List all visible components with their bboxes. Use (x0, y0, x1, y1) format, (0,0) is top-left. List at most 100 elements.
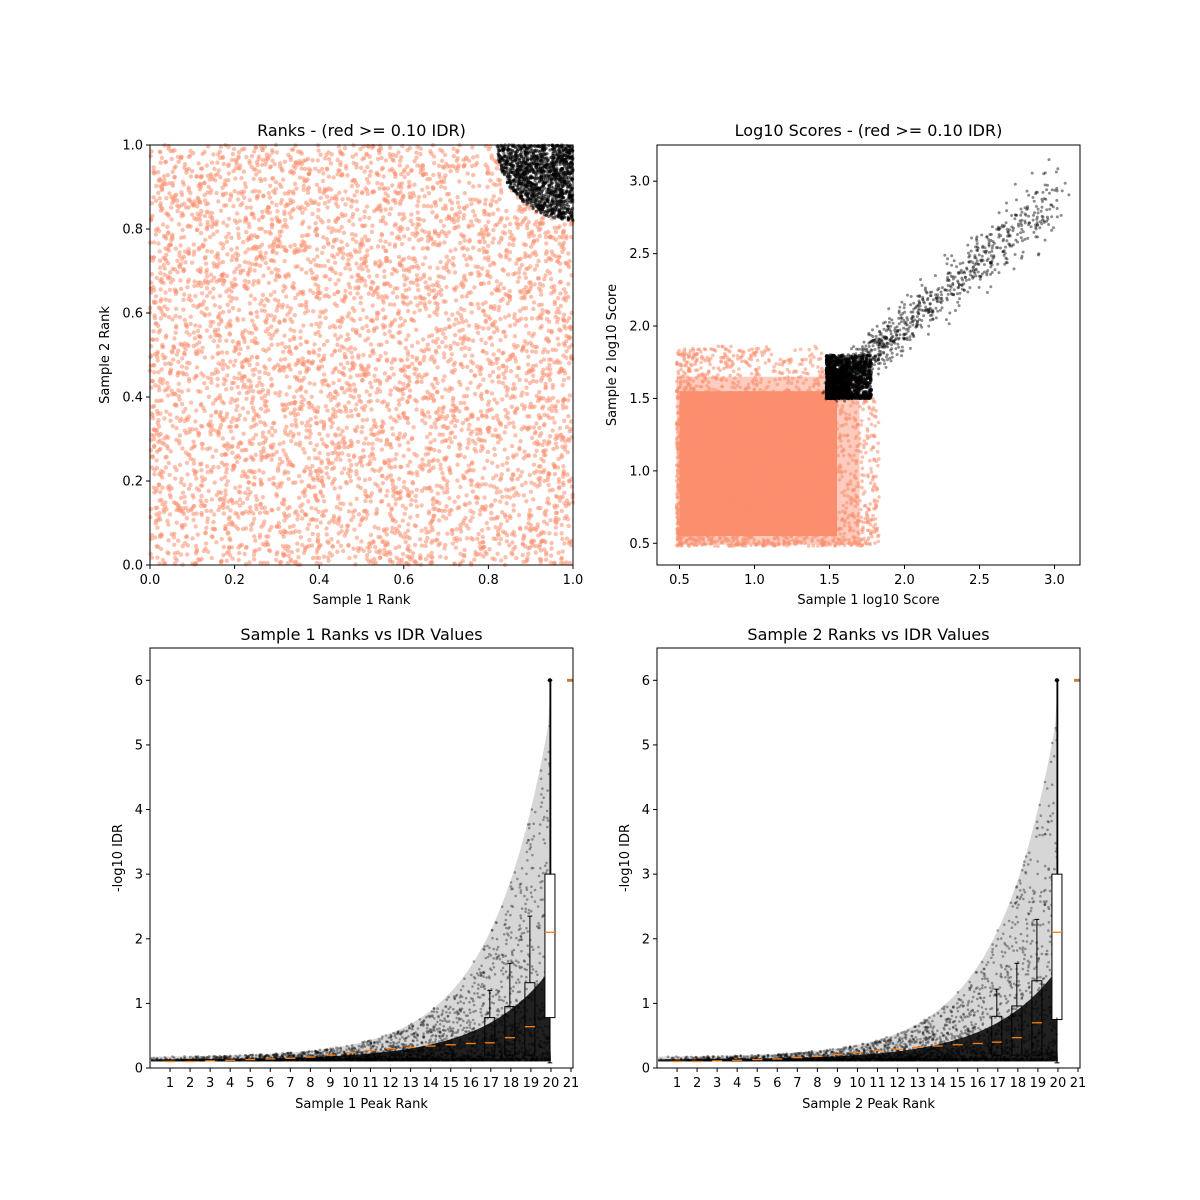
fail-point (424, 530, 429, 535)
fail-point (269, 200, 275, 205)
fail-point (274, 308, 279, 313)
fail-point (229, 289, 234, 294)
fail-point (198, 483, 204, 488)
fail-point (299, 508, 305, 514)
fail-point (155, 226, 160, 231)
fail-point (159, 155, 165, 161)
fail-point (192, 336, 198, 341)
fail-point (193, 524, 198, 529)
fail-point (420, 467, 425, 472)
fail-point (306, 166, 312, 172)
fail-point (517, 289, 523, 294)
fail-point (327, 266, 333, 272)
fail-point (435, 329, 440, 334)
fail-point (310, 211, 315, 217)
fail-point (167, 472, 172, 478)
fail-point (292, 181, 298, 187)
fail-point (368, 380, 373, 386)
fail-point (182, 500, 187, 505)
fail-point (523, 323, 529, 328)
fail-point (218, 410, 223, 415)
fail-point (307, 435, 312, 440)
fail-point (460, 559, 465, 564)
fail-point (285, 458, 291, 463)
fail-point (333, 414, 338, 419)
fail-point (192, 279, 197, 284)
fail-point (274, 150, 279, 155)
fail-point (348, 408, 354, 414)
fail-point (517, 266, 522, 271)
fail-point (249, 400, 254, 406)
fail-point (393, 501, 398, 507)
fail-point (376, 342, 382, 348)
fail-point (164, 333, 169, 338)
fail-point (224, 324, 229, 330)
fail-point (397, 491, 402, 496)
fail-point (381, 421, 386, 426)
fail-point (176, 381, 181, 386)
fail-point (319, 166, 325, 172)
fail-point (269, 525, 274, 530)
fail-point (444, 233, 449, 239)
fail-point (299, 394, 304, 399)
fail-point (170, 183, 176, 188)
fail-point (172, 336, 177, 341)
fail-point (219, 460, 224, 465)
fail-point (318, 389, 324, 394)
fail-point (198, 174, 203, 179)
fail-point (321, 342, 327, 347)
fail-point (522, 271, 527, 276)
fail-point (553, 347, 559, 353)
fail-point (211, 464, 216, 470)
fail-point (333, 281, 338, 287)
fail-point (497, 219, 502, 225)
fail-point (351, 177, 356, 183)
fail-point (566, 414, 571, 419)
fail-point (160, 441, 165, 446)
fail-point (343, 189, 348, 194)
fail-point (540, 311, 545, 316)
fail-point (366, 441, 371, 446)
fail-point (372, 456, 377, 461)
fail-point (258, 419, 263, 425)
fail-point (314, 443, 319, 448)
fail-point (153, 232, 159, 237)
fail-point (320, 250, 325, 255)
fail-point (403, 345, 408, 351)
fail-point (320, 220, 325, 225)
fail-point (560, 536, 565, 542)
fail-point (420, 337, 426, 342)
fail-point (507, 242, 512, 247)
fail-point (169, 349, 174, 354)
fail-point (505, 467, 511, 472)
fail-point (164, 454, 169, 460)
fail-point (448, 357, 453, 362)
fail-point (502, 430, 507, 435)
fail-point (486, 147, 491, 152)
fail-point (460, 234, 465, 239)
fail-point (432, 437, 437, 443)
fail-point (158, 287, 163, 292)
fail-point (458, 306, 464, 311)
fail-point (326, 475, 331, 480)
fail-point (243, 545, 249, 550)
fail-point (471, 172, 476, 178)
fail-point (166, 213, 171, 218)
fail-point (197, 199, 202, 204)
fail-point (487, 547, 492, 552)
fail-point (500, 397, 505, 402)
fail-point (306, 400, 311, 406)
fail-point (546, 310, 551, 315)
fail-point (436, 531, 441, 536)
fail-point (400, 387, 405, 392)
fail-point (377, 550, 382, 555)
fail-point (536, 258, 541, 264)
fail-point (343, 266, 348, 271)
fail-point (204, 385, 210, 391)
fail-point (485, 168, 491, 173)
fail-point (405, 357, 410, 362)
fail-point (436, 274, 441, 279)
fail-point (556, 342, 561, 347)
fail-point (211, 295, 216, 300)
fail-point (495, 532, 501, 537)
